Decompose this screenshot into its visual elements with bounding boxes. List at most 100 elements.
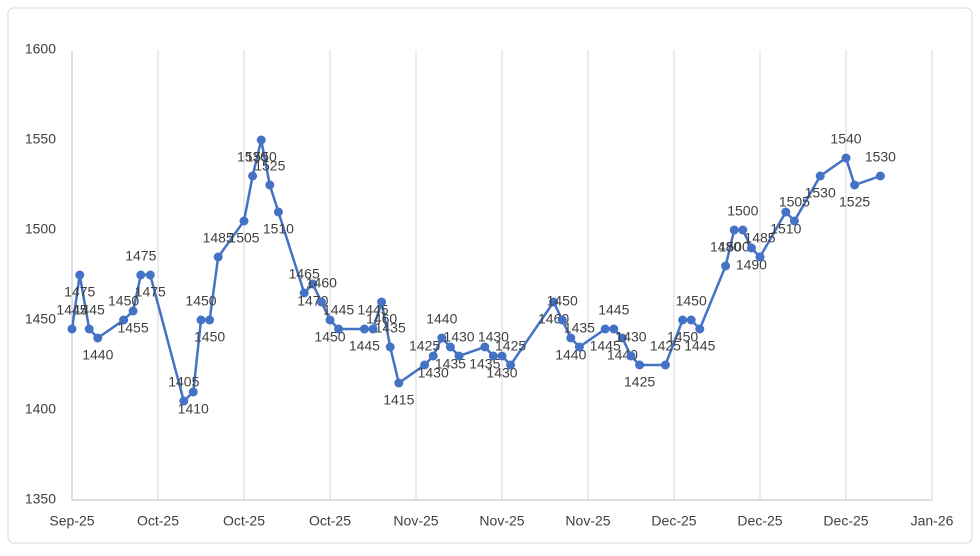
data-label: 1410 <box>178 401 209 417</box>
x-tick-label: Nov-25 <box>565 513 610 529</box>
data-point <box>325 315 335 325</box>
x-tick-label: Sep-25 <box>49 513 94 529</box>
data-point <box>128 306 138 316</box>
data-point <box>239 216 249 226</box>
data-label: 1450 <box>547 293 578 309</box>
data-point <box>660 360 670 370</box>
data-label: 1510 <box>263 221 294 237</box>
data-point <box>299 288 309 298</box>
data-label: 1485 <box>203 230 234 246</box>
data-point <box>721 261 731 271</box>
data-point <box>213 252 223 262</box>
x-tick-label: Dec-25 <box>651 513 696 529</box>
x-tick-label: Jan-26 <box>911 513 954 529</box>
data-label: 1450 <box>676 293 707 309</box>
data-label: 1460 <box>366 311 397 327</box>
data-label: 1405 <box>168 374 199 390</box>
data-label: 1435 <box>375 320 406 336</box>
data-label: 1440 <box>82 347 113 363</box>
data-label: 1450 <box>185 293 216 309</box>
data-point <box>566 333 576 343</box>
data-label: 1445 <box>74 302 105 318</box>
data-point <box>557 315 567 325</box>
data-point <box>497 351 507 361</box>
data-point <box>789 216 799 226</box>
data-label: 1475 <box>125 248 156 264</box>
data-point <box>119 315 129 325</box>
x-tick-label: Oct-25 <box>223 513 265 529</box>
data-point <box>84 324 94 334</box>
data-label: 1455 <box>117 320 148 336</box>
data-point <box>196 315 206 325</box>
data-point <box>445 342 455 352</box>
data-label: 1475 <box>64 284 95 300</box>
data-point <box>316 297 326 307</box>
data-label: 1505 <box>228 230 259 246</box>
data-point <box>695 324 705 334</box>
data-label: 1525 <box>254 158 285 174</box>
data-label: 1430 <box>615 329 646 345</box>
data-point <box>377 297 387 307</box>
data-label: 1445 <box>323 302 354 318</box>
data-point <box>875 171 885 181</box>
x-tick-label: Dec-25 <box>737 513 782 529</box>
y-tick-label: 1550 <box>25 131 56 147</box>
y-tick-label: 1350 <box>25 491 56 507</box>
data-point <box>334 324 344 334</box>
data-label: 1485 <box>744 230 775 246</box>
data-point <box>506 360 516 370</box>
data-point <box>145 270 155 280</box>
data-point <box>850 180 860 190</box>
data-point <box>574 342 584 352</box>
data-label: 1445 <box>349 338 380 354</box>
data-label: 1530 <box>865 149 896 165</box>
data-point <box>437 333 447 343</box>
data-point <box>746 243 756 253</box>
data-point <box>136 270 146 280</box>
data-point <box>686 315 696 325</box>
data-point <box>454 351 464 361</box>
data-point <box>188 387 198 397</box>
data-label: 1460 <box>306 275 337 291</box>
data-label: 1500 <box>727 203 758 219</box>
data-point <box>75 270 85 280</box>
x-tick-label: Nov-25 <box>393 513 438 529</box>
data-point <box>678 315 688 325</box>
data-label: 1430 <box>478 329 509 345</box>
data-point <box>635 360 645 370</box>
y-tick-label: 1500 <box>25 221 56 237</box>
data-label: 1440 <box>426 311 457 327</box>
x-tick-label: Oct-25 <box>309 513 351 529</box>
data-label: 1525 <box>839 194 870 210</box>
data-label: 1415 <box>383 392 414 408</box>
data-point <box>781 207 791 217</box>
y-tick-label: 1600 <box>25 41 56 57</box>
data-label: 1425 <box>650 338 681 354</box>
data-label: 1550 <box>246 149 277 165</box>
data-label: 1430 <box>443 329 474 345</box>
data-point <box>428 351 438 361</box>
data-point <box>600 324 610 334</box>
data-point <box>385 342 395 352</box>
data-point <box>256 135 266 145</box>
data-point <box>841 153 851 163</box>
data-label: 1465 <box>289 266 320 282</box>
data-point <box>488 351 498 361</box>
data-point <box>617 333 627 343</box>
data-label: 1445 <box>56 302 87 318</box>
data-label: 1445 <box>590 338 621 354</box>
data-label: 1450 <box>194 329 225 345</box>
data-label: 1430 <box>418 365 449 381</box>
data-point <box>368 324 378 334</box>
data-point <box>394 378 404 388</box>
data-label: 1425 <box>409 338 440 354</box>
data-label: 1425 <box>624 374 655 390</box>
chart-frame <box>7 7 973 544</box>
data-label: 1540 <box>830 131 861 147</box>
data-point <box>273 207 283 217</box>
data-point <box>729 225 739 235</box>
data-point <box>248 171 258 181</box>
data-point <box>626 351 636 361</box>
data-label: 1530 <box>805 185 836 201</box>
